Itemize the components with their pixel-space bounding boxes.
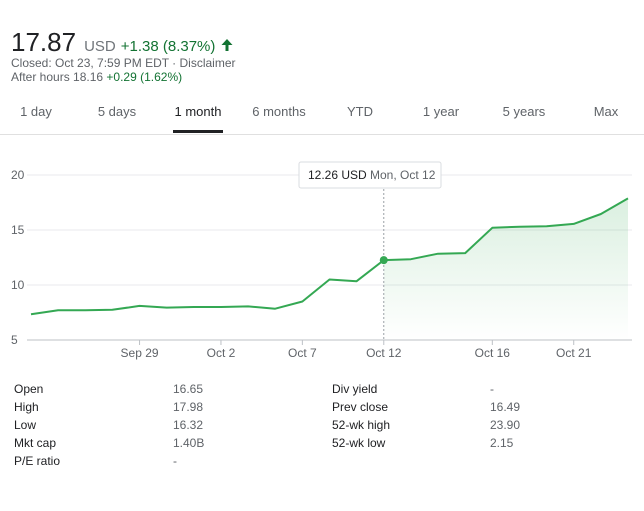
- stat-value-low: 16.32: [173, 418, 204, 432]
- price-header: 17.87 USD +1.38 (8.37%): [11, 27, 234, 58]
- x-tick-label: Oct 16: [475, 346, 511, 360]
- tab-1-day[interactable]: 1 day: [20, 104, 52, 119]
- y-tick-label: 5: [11, 333, 18, 347]
- stat-label-52wk-low: 52-wk low: [332, 436, 386, 450]
- tab-5-years[interactable]: 5 years: [502, 104, 546, 119]
- stat-label-mkt-cap: Mkt cap: [14, 436, 57, 450]
- after-hours-change: +0.29 (1.62%): [106, 70, 183, 84]
- stat-label-52wk-high: 52-wk high: [332, 418, 391, 432]
- tooltip-date: Mon, Oct 12: [370, 168, 436, 182]
- tab-ytd[interactable]: YTD: [347, 104, 373, 119]
- stat-label-prev-close: Prev close: [332, 400, 389, 414]
- stat-value-mkt-cap: 1.40B: [173, 436, 205, 450]
- stat-value-52wk-high: 23.90: [490, 418, 521, 432]
- price-area-fill: [383, 198, 628, 340]
- stat-value-high: 17.98: [173, 400, 204, 414]
- arrow-up-icon: [220, 38, 234, 52]
- price-change: +1.38 (8.37%): [120, 38, 216, 55]
- chart-tooltip: 12.26 USD Mon, Oct 12: [298, 161, 442, 189]
- currency-label: USD: [84, 38, 116, 55]
- tab-max[interactable]: Max: [593, 104, 619, 119]
- y-tick-label: 10: [11, 278, 25, 292]
- hover-point: [379, 256, 388, 265]
- range-tabs: 1 day 5 days 1 month 6 months YTD 1 year…: [0, 92, 644, 135]
- active-tab-indicator: [173, 130, 223, 133]
- current-price: 17.87: [11, 27, 77, 57]
- stat-value-pe-ratio: -: [173, 454, 177, 468]
- x-tick-label: Oct 2: [207, 346, 236, 360]
- stat-value-prev-close: 16.49: [490, 400, 521, 414]
- y-tick-label: 20: [11, 168, 25, 182]
- y-tick-label: 15: [11, 223, 25, 237]
- stat-label-pe-ratio: P/E ratio: [14, 454, 61, 468]
- x-tick-label: Oct 12: [366, 346, 402, 360]
- x-tick-label: Oct 7: [288, 346, 317, 360]
- price-chart[interactable]: 5 10 15 20 Sep 29 Oct 2 Oct 7 Oct 12 Oct 16 Oct …: [0, 150, 644, 370]
- after-hours: After hours 18.16 +0.29 (1.62%): [11, 70, 182, 84]
- tab-1-year[interactable]: 1 year: [422, 104, 460, 119]
- tooltip-price: 12.26 USD: [308, 168, 367, 182]
- stat-value-div-yield: -: [490, 382, 494, 396]
- x-tick-label: Oct 21: [556, 346, 592, 360]
- stat-label-low: Low: [14, 418, 37, 432]
- stat-label-high: High: [14, 400, 39, 414]
- price-line: [30, 197, 629, 316]
- tab-1-month[interactable]: 1 month: [174, 104, 222, 119]
- stat-label-open: Open: [14, 382, 44, 396]
- stat-label-div-yield: Div yield: [332, 382, 378, 396]
- tab-6-months[interactable]: 6 months: [252, 104, 306, 119]
- closed-status[interactable]: Closed: Oct 23, 7:59 PM EDT · Disclaimer: [11, 56, 236, 70]
- stat-value-52wk-low: 2.15: [490, 436, 514, 450]
- x-tick-label: Sep 29: [121, 346, 159, 360]
- after-hours-price: After hours 18.16: [11, 70, 104, 84]
- tab-5-days[interactable]: 5 days: [97, 104, 137, 119]
- stat-value-open: 16.65: [173, 382, 204, 396]
